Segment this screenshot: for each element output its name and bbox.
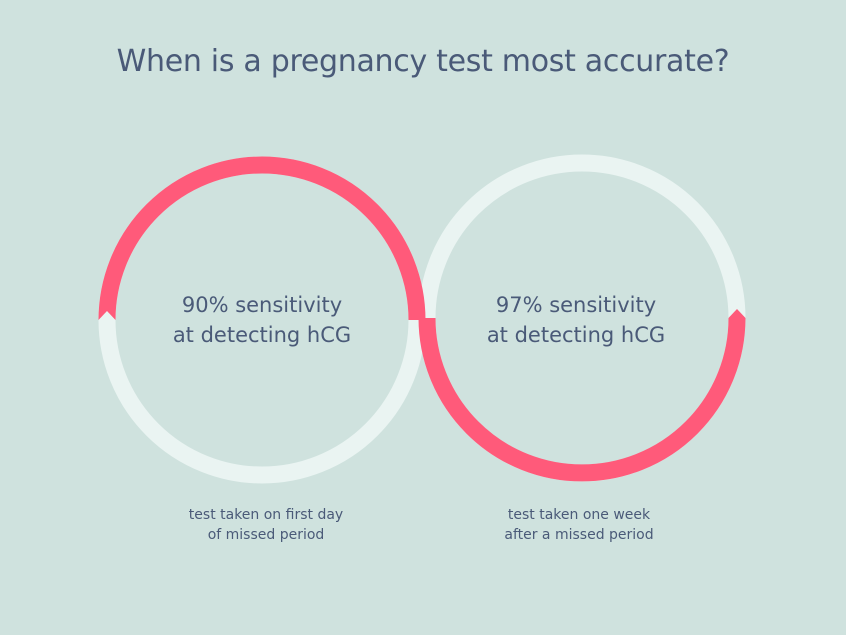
left-ring-label: 90% sensitivity at detecting hCG — [132, 290, 392, 350]
left-caption-line1: test taken on first day — [188, 507, 344, 523]
right-ring-detail: at detecting hCG — [486, 323, 666, 347]
left-caption-line2: of missed period — [207, 527, 325, 543]
left-arc-end-notch — [98, 311, 116, 320]
right-caption-line1: test taken one week — [507, 507, 651, 523]
right-caption-line2: after a missed period — [504, 527, 654, 543]
left-ring-caption: test taken on first day of missed period — [136, 505, 396, 545]
right-ring-sensitivity: 97% sensitivity — [495, 293, 657, 317]
sensitivity-arc — [98, 156, 746, 482]
left-ring-detail: at detecting hCG — [172, 323, 352, 347]
left-ring-sensitivity: 90% sensitivity — [181, 293, 343, 317]
right-ring-caption: test taken one week after a missed perio… — [449, 505, 709, 545]
page-title: When is a pregnancy test most accurate? — [116, 44, 730, 79]
right-ring-label: 97% sensitivity at detecting hCG — [446, 290, 706, 350]
right-arc-end-notch — [728, 309, 746, 318]
